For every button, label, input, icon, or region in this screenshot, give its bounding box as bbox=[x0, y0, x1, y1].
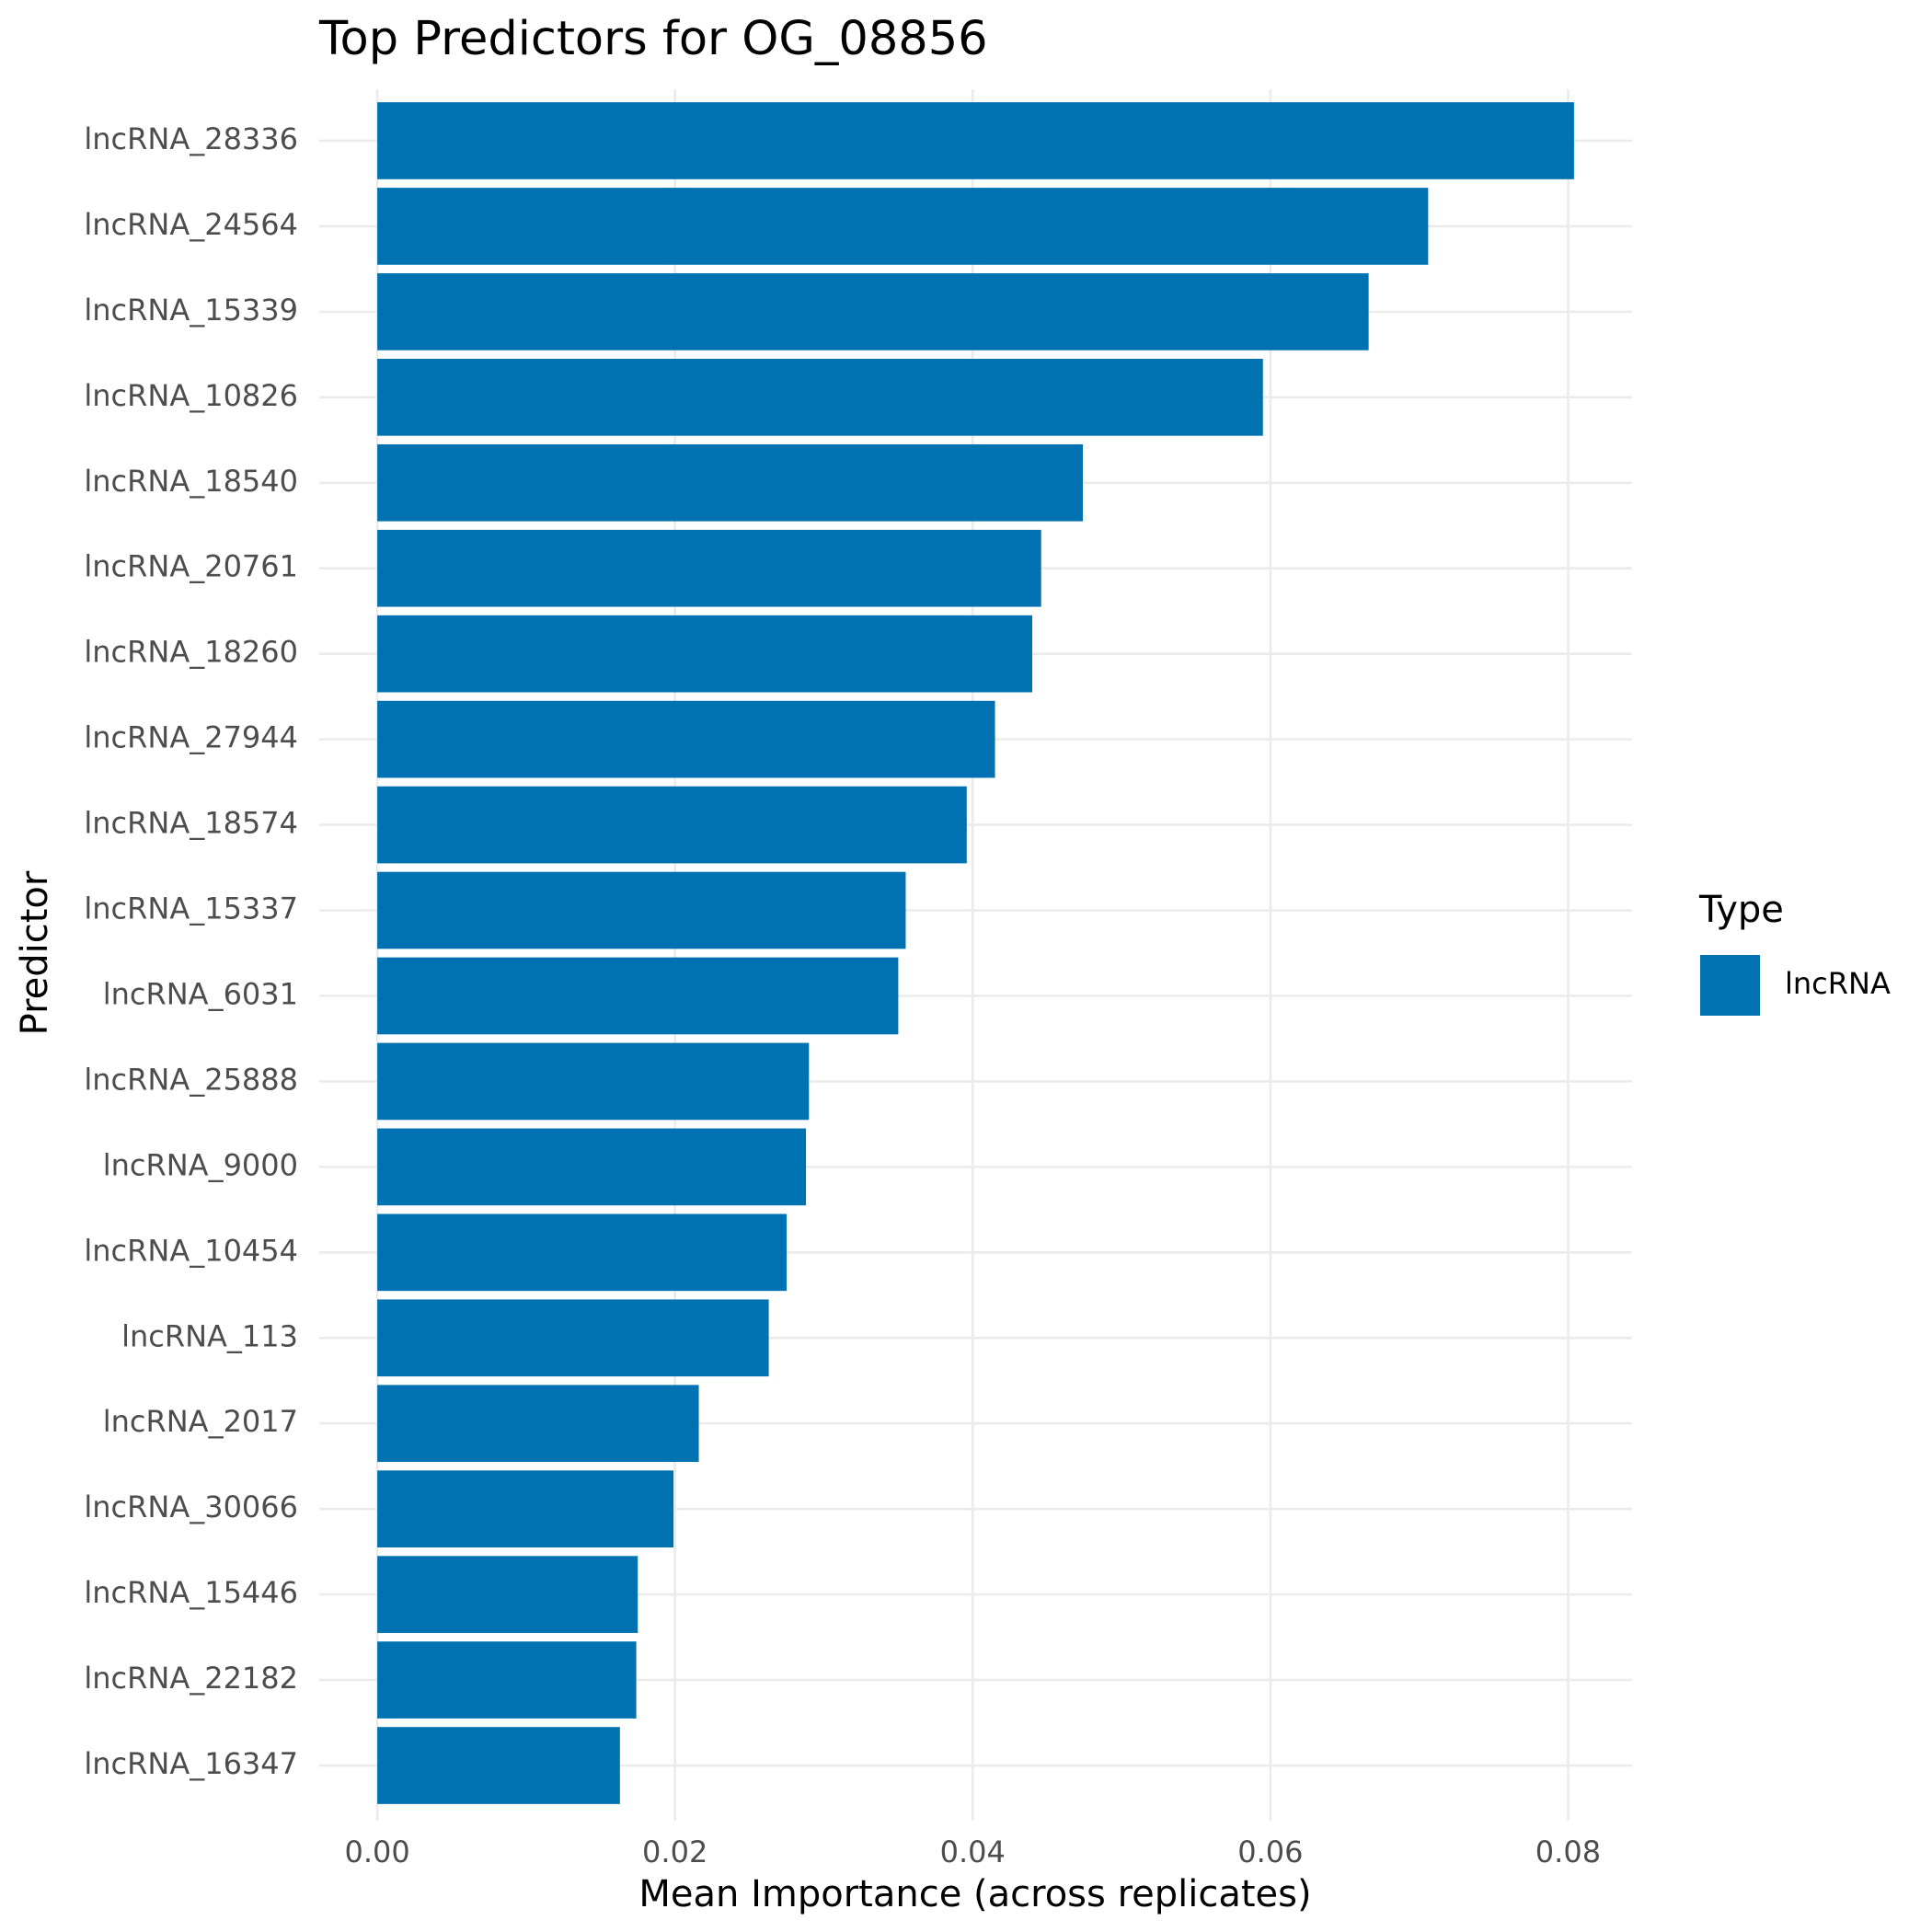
y-tick-label: lncRNA_6031 bbox=[103, 976, 298, 1011]
y-tick-label: lncRNA_9000 bbox=[103, 1147, 298, 1182]
bar bbox=[377, 1727, 620, 1804]
legend-key bbox=[1700, 955, 1760, 1016]
bar bbox=[377, 1299, 769, 1377]
bar bbox=[377, 1470, 674, 1548]
x-axis-title: Mean Importance (across replicates) bbox=[638, 1873, 1311, 1915]
y-tick-label: lncRNA_15446 bbox=[84, 1575, 298, 1610]
x-tick-label: 0.04 bbox=[940, 1834, 1006, 1869]
y-tick-label: lncRNA_25888 bbox=[84, 1062, 298, 1097]
y-tick-label: lncRNA_22182 bbox=[84, 1661, 298, 1696]
bar bbox=[377, 188, 1429, 265]
y-tick-label: lncRNA_15337 bbox=[84, 891, 298, 926]
y-tick-label: lncRNA_15339 bbox=[84, 293, 298, 328]
bar bbox=[377, 786, 967, 864]
y-tick-label: lncRNA_18540 bbox=[84, 464, 298, 499]
y-tick-label: lncRNA_2017 bbox=[103, 1404, 298, 1439]
x-tick-label: 0.06 bbox=[1237, 1834, 1303, 1869]
bar bbox=[377, 1556, 638, 1633]
bar bbox=[377, 1641, 637, 1719]
y-tick-label: lncRNA_28336 bbox=[84, 121, 298, 156]
y-axis-title: Predictor bbox=[14, 870, 56, 1035]
bar bbox=[377, 700, 995, 778]
y-tick-label: lncRNA_113 bbox=[121, 1318, 298, 1353]
y-tick-label: lncRNA_20761 bbox=[84, 549, 298, 584]
legend-label: lncRNA bbox=[1785, 966, 1891, 1001]
chart-title: Top Predictors for OG_08856 bbox=[318, 12, 988, 66]
y-tick-label: lncRNA_10826 bbox=[84, 378, 298, 413]
bar bbox=[377, 871, 906, 949]
bar bbox=[377, 358, 1263, 436]
bar bbox=[377, 1042, 810, 1121]
bar bbox=[377, 1213, 788, 1292]
bar bbox=[377, 443, 1083, 522]
y-tick-label: lncRNA_10454 bbox=[84, 1233, 298, 1268]
x-tick-label: 0.08 bbox=[1535, 1834, 1601, 1869]
x-tick-label: 0.02 bbox=[642, 1834, 707, 1869]
bar bbox=[377, 957, 899, 1035]
bar bbox=[377, 1128, 807, 1206]
y-tick-label: lncRNA_18574 bbox=[84, 806, 298, 841]
y-tick-label: lncRNA_16347 bbox=[84, 1746, 298, 1781]
bar bbox=[377, 102, 1574, 179]
bar bbox=[377, 529, 1041, 607]
y-tick-label: lncRNA_30066 bbox=[84, 1489, 298, 1524]
x-tick-label: 0.00 bbox=[344, 1834, 409, 1869]
y-tick-label: lncRNA_27944 bbox=[84, 720, 298, 755]
y-tick-label: lncRNA_18260 bbox=[84, 635, 298, 670]
y-tick-label: lncRNA_24564 bbox=[84, 207, 298, 242]
bar bbox=[377, 273, 1369, 351]
legend-title: Type bbox=[1698, 889, 1784, 931]
bar bbox=[377, 615, 1032, 693]
bar bbox=[377, 1385, 699, 1463]
